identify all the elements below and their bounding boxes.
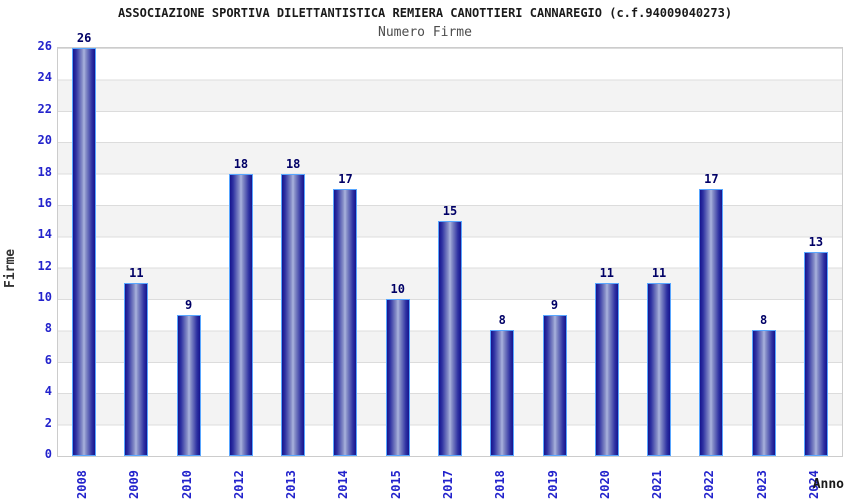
bar-value-label: 18 [233,156,249,171]
x-tick-label: 2017 [441,470,455,499]
x-tick-label: 2021 [650,470,665,499]
y-tick-label: 16 [37,195,52,210]
chart-title: ASSOCIAZIONE SPORTIVA DILETTANTISTICA RE… [117,6,733,20]
bar-value-label: 9 [550,297,559,312]
y-tick-label: 6 [44,352,52,367]
bar [490,330,515,456]
bar [385,299,410,456]
y-tick-label: 2 [44,415,52,430]
bar-value-label: 11 [129,266,144,281]
y-axis-title: Firme [3,248,18,288]
y-tick-label: 12 [37,258,52,273]
x-tick-label: 2018 [493,470,508,499]
x-tick-label: 2022 [702,470,717,499]
plot-area: 26 11 9 18 18 17 10 15 8 9 11 11 17 8 13 [57,31,843,457]
bar-value-label: 9 [185,297,193,312]
bar-value-label: 10 [390,282,405,297]
bar [647,283,672,456]
bar-value-label: 18 [285,156,301,171]
x-tick-label: 2014 [336,470,351,499]
x-tick-label: 2019 [545,470,560,499]
bar [803,252,828,456]
x-tick-label: 2008 [75,470,90,499]
bar [72,48,97,456]
bar [751,330,776,456]
x-tick-label: 2023 [754,470,769,499]
bar-value-label: 11 [651,266,667,281]
x-tick-label: 2010 [179,470,194,499]
x-tick-label: 2015 [388,470,403,499]
y-tick-label: 0 [44,447,52,461]
bar [333,189,358,456]
bar-value-label: 26 [76,31,92,45]
bar [438,220,462,456]
bar-value-label: 17 [338,172,353,187]
y-tick-label: 8 [44,321,52,336]
bar [228,173,253,456]
bar [176,314,201,456]
chart-subtitle: Numero Firme [378,25,472,40]
y-tick-label: 4 [44,384,52,399]
bar-value-label: 15 [442,203,458,218]
bar [594,283,619,456]
bar-value-label: 13 [808,235,824,249]
y-tick-label: 24 [37,70,52,85]
x-axis-title: Anno [812,477,844,492]
y-tick-label: 14 [37,227,52,242]
y-tick-label: 26 [37,39,52,53]
y-tick-label: 10 [37,290,52,305]
x-tick-label: 2013 [284,470,299,499]
bar-value-label: 11 [599,266,615,281]
x-tick-label: 2020 [597,470,612,499]
bar-value-label: 8 [498,313,506,328]
bar-value-label: 17 [704,172,719,187]
x-tick-label: 2009 [127,470,142,499]
y-tick-label: 20 [37,133,52,148]
bar [281,173,306,456]
x-tick-label: 2012 [231,470,246,499]
y-tick-label: 18 [37,164,52,179]
bar-value-label: 8 [759,313,768,328]
bar [124,283,149,456]
bar [542,314,567,456]
bar [699,189,724,456]
y-tick-label: 22 [37,101,52,116]
